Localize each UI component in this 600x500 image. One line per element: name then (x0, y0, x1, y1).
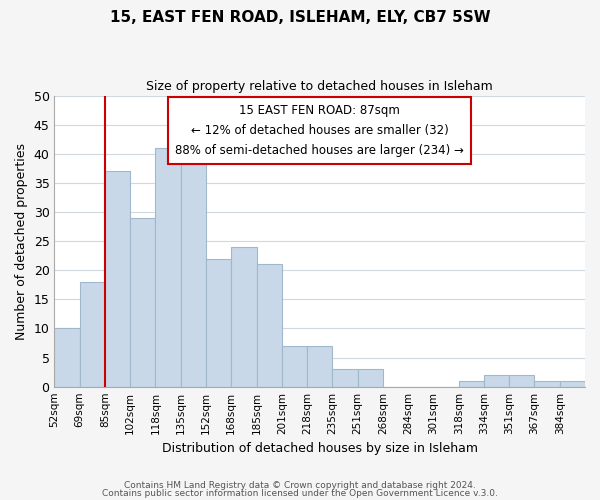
Bar (206, 258, 231, 386)
Bar (358, 369, 383, 386)
Y-axis label: Number of detached properties: Number of detached properties (15, 142, 28, 340)
Title: Size of property relative to detached houses in Isleham: Size of property relative to detached ho… (146, 80, 493, 93)
Bar (231, 247, 257, 386)
Bar (155, 148, 181, 386)
Bar (307, 346, 332, 387)
Bar (332, 369, 358, 386)
X-axis label: Distribution of detached houses by size in Isleham: Distribution of detached houses by size … (162, 442, 478, 455)
Text: Contains HM Land Registry data © Crown copyright and database right 2024.: Contains HM Land Registry data © Crown c… (124, 481, 476, 490)
Bar (458, 381, 484, 386)
Bar (130, 218, 155, 386)
Bar (55, 328, 80, 386)
Bar (257, 264, 282, 386)
Bar (80, 282, 105, 387)
Bar (181, 148, 206, 386)
Bar (560, 381, 585, 386)
Text: Contains public sector information licensed under the Open Government Licence v.: Contains public sector information licen… (102, 488, 498, 498)
Text: 15 EAST FEN ROAD: 87sqm
← 12% of detached houses are smaller (32)
88% of semi-de: 15 EAST FEN ROAD: 87sqm ← 12% of detache… (175, 104, 464, 158)
Bar (282, 346, 307, 387)
Text: 15, EAST FEN ROAD, ISLEHAM, ELY, CB7 5SW: 15, EAST FEN ROAD, ISLEHAM, ELY, CB7 5SW (110, 10, 490, 25)
Bar (105, 171, 130, 386)
Bar (535, 381, 560, 386)
Bar (509, 375, 535, 386)
Bar (484, 375, 509, 386)
